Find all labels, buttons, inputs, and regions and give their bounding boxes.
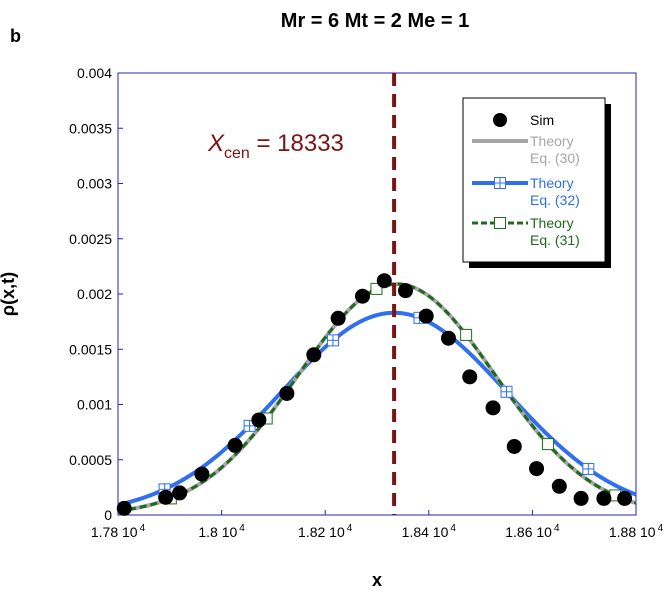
y-tick-label: 0.0015 xyxy=(69,341,112,357)
y-tick-label: 0.002 xyxy=(77,286,112,302)
series-marker-theory-eq32 xyxy=(326,334,339,347)
series-marker-theory-eq31 xyxy=(370,282,383,295)
legend-label-sim: Sim xyxy=(530,112,554,128)
legend-label-theory-eq32: Theory xyxy=(530,175,574,191)
x-tick-label: 1.8 10 4 xyxy=(198,523,245,540)
series-point-sim xyxy=(306,347,322,363)
series-point-sim xyxy=(376,273,392,289)
series-point-sim xyxy=(227,437,243,453)
legend-label-theory-eq30: Theory xyxy=(530,133,574,149)
series-point-sim xyxy=(596,490,612,506)
series-layer xyxy=(116,273,637,516)
x-tick-mantissa: 1.86 10 xyxy=(505,524,552,540)
legend-label-theory-eq31: Theory xyxy=(530,215,574,231)
y-tick-label: 0.0025 xyxy=(69,231,112,247)
x-tick-mantissa: 1.78 10 xyxy=(91,524,138,540)
x-tick-mantissa: 1.82 10 xyxy=(298,524,345,540)
series-point-sim xyxy=(506,438,522,454)
series-line-theory-eq32 xyxy=(117,310,637,507)
series-point-sim xyxy=(485,400,501,416)
series-marker-theory-eq31 xyxy=(541,438,554,451)
x-tick-label: 1.84 10 4 xyxy=(402,523,457,540)
series-point-sim xyxy=(440,330,456,346)
series-point-sim xyxy=(158,489,174,505)
x-axis-label: x xyxy=(372,570,382,590)
x-tick-mantissa: 1.84 10 xyxy=(402,524,449,540)
series-point-sim xyxy=(354,288,370,304)
y-axis: 0 0.0005 0.001 0.0015 0.002 0.0025 0.003 0.0035… xyxy=(69,65,123,523)
y-tick-label: 0 xyxy=(104,507,112,523)
x-axis: 1.78 10 4 1.8 10 4 1.82 10 4 1.84 10 4 1.86 10 4 1… xyxy=(91,510,664,540)
series-point-sim xyxy=(330,310,346,326)
series-point-sim xyxy=(418,308,434,324)
center-annotation-subscript: cen xyxy=(224,145,250,162)
y-tick-label: 0.0005 xyxy=(69,452,112,468)
chart-title: Mr = 6 Mt = 2 Me = 1 xyxy=(281,10,469,32)
y-tick-label: 0.003 xyxy=(77,176,112,192)
legend-label-theory-eq32-line2: Eq. (32) xyxy=(530,192,580,208)
center-annotation: Xcen = 18333 xyxy=(207,130,344,162)
x-tick-exponent: 4 xyxy=(658,523,664,534)
x-tick-label: 1.82 10 4 xyxy=(298,523,353,540)
x-tick-exponent: 4 xyxy=(347,523,353,534)
legend-box xyxy=(462,97,606,263)
series-point-sim xyxy=(194,466,210,482)
x-tick-exponent: 4 xyxy=(554,523,560,534)
series-point-sim xyxy=(251,412,267,428)
panel-label: b xyxy=(10,26,21,46)
series-point-sim xyxy=(116,500,132,516)
legend-label-theory-eq30-line2: Eq. (30) xyxy=(530,150,580,166)
x-tick-exponent: 4 xyxy=(239,523,245,534)
x-tick-label: 1.86 10 4 xyxy=(505,523,560,540)
legend-marker-theory-eq31 xyxy=(494,217,506,229)
x-tick-mantissa: 1.88 10 xyxy=(609,524,656,540)
x-tick-exponent: 4 xyxy=(140,523,146,534)
series-marker-theory-eq32 xyxy=(500,385,513,398)
x-tick-exponent: 4 xyxy=(450,523,456,534)
series-point-sim xyxy=(573,490,589,506)
x-tick-mantissa: 1.8 10 xyxy=(198,524,237,540)
series-marker-theory-eq31 xyxy=(460,328,473,341)
series-marker-theory-eq32 xyxy=(582,462,595,475)
series-point-sim xyxy=(397,283,413,299)
center-annotation-value: = 18333 xyxy=(250,130,344,157)
series-point-sim xyxy=(617,490,633,506)
y-tick-label: 0.004 xyxy=(77,65,112,81)
series-point-sim xyxy=(551,478,567,494)
series-point-sim xyxy=(462,369,478,385)
legend-marker-theory-eq32 xyxy=(494,177,506,189)
center-annotation-symbol: X xyxy=(207,130,225,157)
series-point-sim xyxy=(172,485,188,501)
legend-marker-sim xyxy=(493,113,507,127)
y-axis-label: ρ(x,t) xyxy=(0,272,18,316)
x-tick-label: 1.78 10 4 xyxy=(91,523,146,540)
series-point-sim xyxy=(529,461,545,477)
y-tick-label: 0.001 xyxy=(77,397,112,413)
legend-label-theory-eq31-line2: Eq. (31) xyxy=(530,232,580,248)
series-point-sim xyxy=(279,385,295,401)
x-tick-label: 1.88 10 4 xyxy=(609,523,664,540)
y-tick-label: 0.0035 xyxy=(69,120,112,136)
